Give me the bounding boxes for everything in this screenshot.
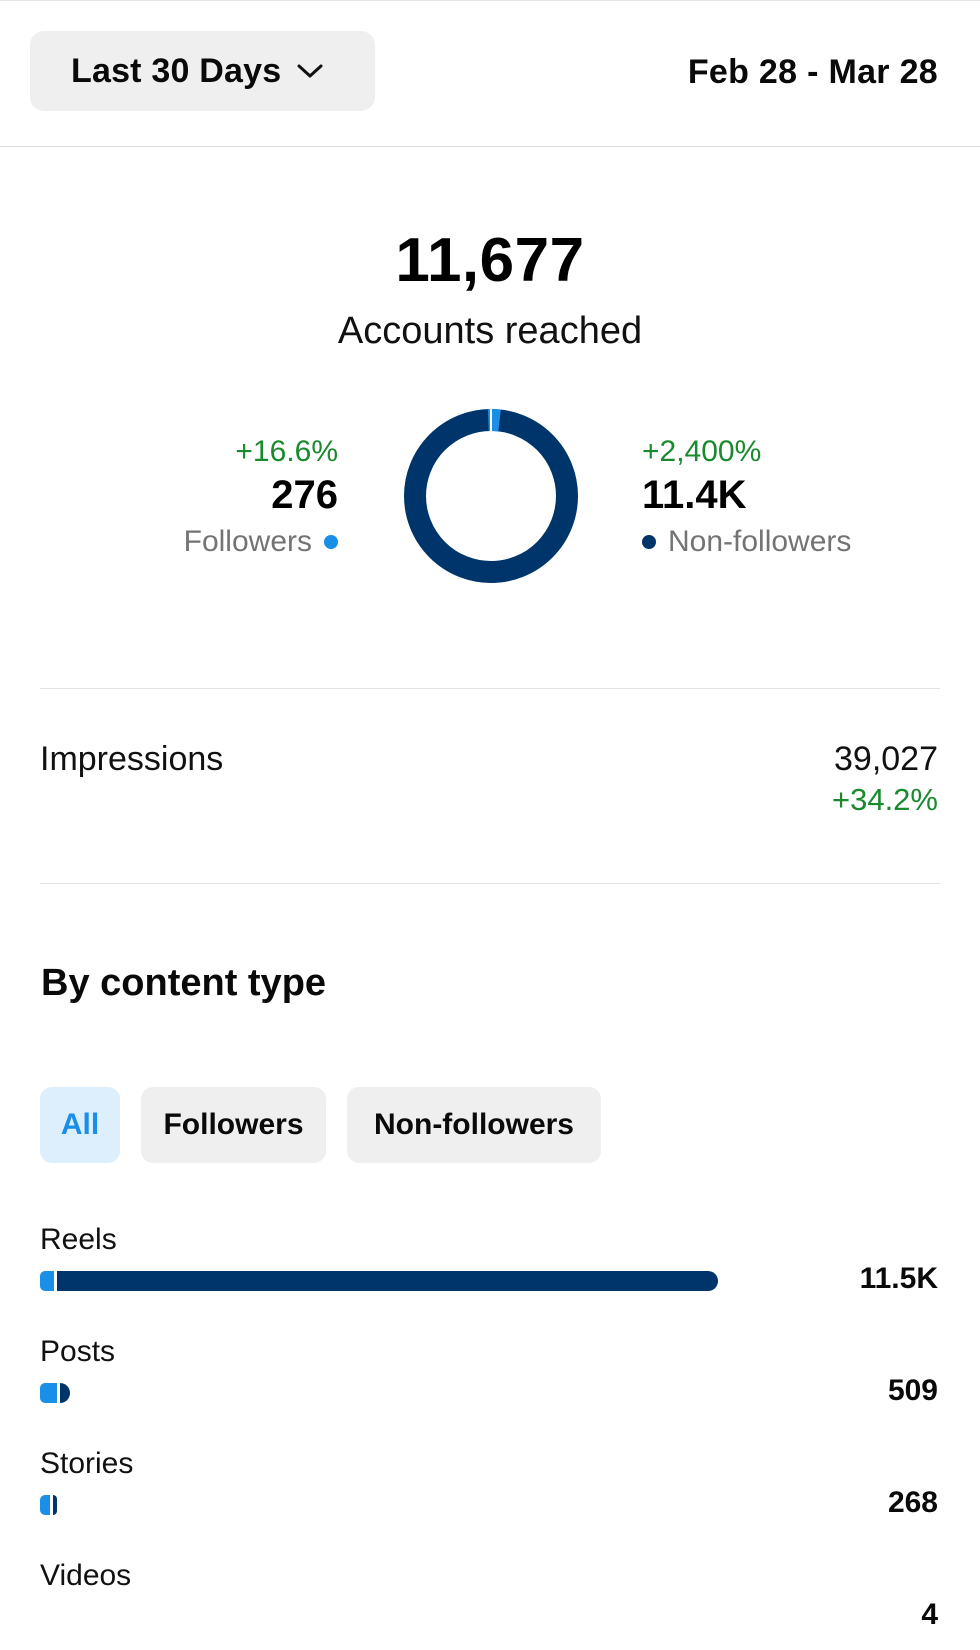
non-followers-legend: Non-followers <box>642 522 851 562</box>
impressions-change: +34.2% <box>831 782 938 817</box>
bar-followers-segment <box>40 1271 54 1291</box>
bar-non-followers-segment <box>60 1383 70 1403</box>
bar-non-followers-segment <box>57 1271 718 1291</box>
followers-dot-icon <box>324 535 338 549</box>
followers-change: +16.6% <box>235 435 338 468</box>
bar-followers-segment <box>40 1495 50 1515</box>
followers-legend-label: Followers <box>183 525 312 558</box>
accounts-reached-value: 11,677 <box>395 226 585 295</box>
chevron-down-icon <box>295 61 325 81</box>
divider <box>40 688 940 689</box>
non-followers-stat: +2,400% 11.4K Non-followers <box>642 434 851 562</box>
accounts-reached-label: Accounts reached <box>337 310 643 352</box>
top-edge-line <box>0 0 980 1</box>
non-followers-dot-icon <box>642 535 656 549</box>
impressions-value: 39,027 <box>834 740 938 778</box>
content-row-bar-reels <box>40 1271 718 1291</box>
content-type-title: By content type <box>41 962 327 1004</box>
content-row-label-posts: Posts <box>40 1335 116 1368</box>
content-row-value-reels: 11.5K <box>859 1262 938 1295</box>
followers-stat: +16.6% 276 Followers <box>184 434 338 562</box>
followers-legend: Followers <box>184 522 338 562</box>
content-row-value-stories: 268 <box>887 1486 938 1519</box>
date-range-dropdown-label: Last 30 Days <box>71 51 282 90</box>
date-range-text: Feb 28 - Mar 28 <box>687 53 938 91</box>
impressions-label: Impressions <box>40 740 224 778</box>
followers-value: 276 <box>271 473 338 517</box>
content-row-bar-stories <box>40 1495 57 1515</box>
content-row-bar-posts <box>40 1383 70 1403</box>
filter-chip-non-followers[interactable]: Non-followers <box>347 1087 601 1163</box>
content-row-label-videos: Videos <box>40 1559 132 1592</box>
non-followers-legend-label: Non-followers <box>668 525 852 558</box>
bar-non-followers-segment <box>53 1495 57 1515</box>
non-followers-change: +2,400% <box>642 435 762 468</box>
non-followers-ring <box>404 409 578 583</box>
content-row-value-videos: 4 <box>921 1598 938 1631</box>
date-filter-header: Last 30 Days Feb 28 - Mar 28 <box>0 1 980 147</box>
content-row-label-stories: Stories <box>40 1447 134 1480</box>
content-row-label-reels: Reels <box>40 1223 117 1256</box>
divider <box>40 883 940 884</box>
reach-donut-chart <box>404 409 578 584</box>
filter-chip-followers[interactable]: Followers <box>141 1087 326 1163</box>
bar-followers-segment <box>40 1383 57 1403</box>
filter-chip-all[interactable]: All <box>40 1087 120 1163</box>
content-row-value-posts: 509 <box>887 1374 938 1407</box>
date-range-dropdown[interactable]: Last 30 Days <box>30 31 375 111</box>
non-followers-value: 11.4K <box>642 473 747 517</box>
